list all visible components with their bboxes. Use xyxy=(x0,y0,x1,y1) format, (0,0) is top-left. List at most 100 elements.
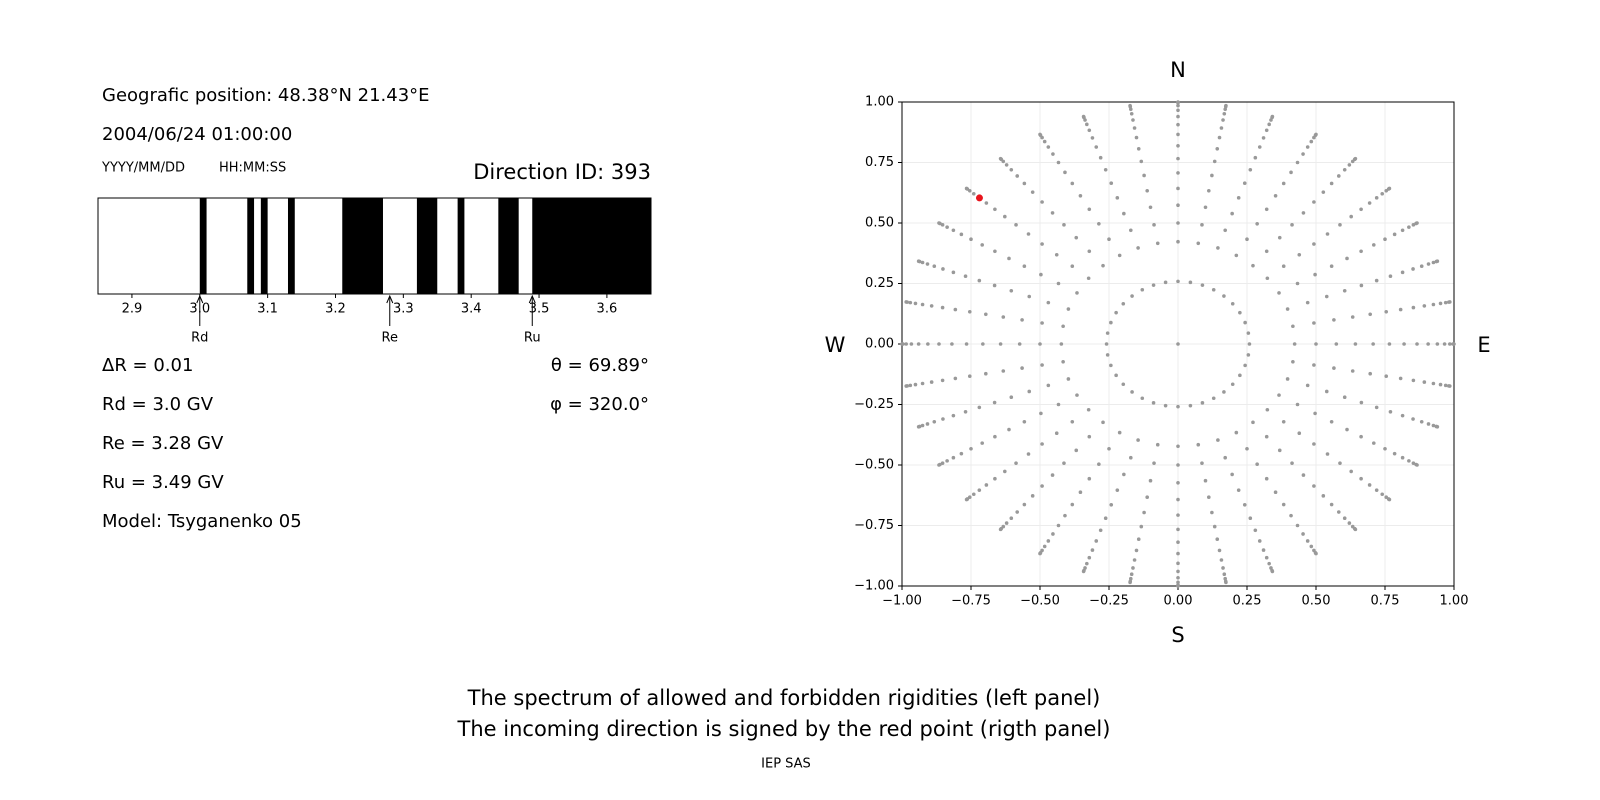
direction-point xyxy=(1325,452,1330,456)
direction-point xyxy=(1392,232,1397,237)
direction-point xyxy=(1374,196,1379,200)
arrow-head xyxy=(386,294,394,304)
direction-point xyxy=(1243,363,1247,368)
direction-point xyxy=(1176,551,1180,556)
direction-point xyxy=(1176,481,1180,485)
direction-point xyxy=(1129,572,1134,577)
direction-point xyxy=(1374,488,1379,492)
direction-point xyxy=(1121,301,1126,306)
direction-point xyxy=(1347,521,1352,525)
direction-point xyxy=(964,186,969,191)
direction-point xyxy=(951,455,956,460)
direction-point xyxy=(1431,260,1436,265)
direction-point xyxy=(1387,342,1392,346)
direction-point xyxy=(1022,181,1027,186)
direction-point xyxy=(1295,523,1300,528)
direction-point xyxy=(1224,103,1228,108)
direction-point xyxy=(1176,122,1180,127)
direction-point xyxy=(1314,551,1318,556)
direction-point xyxy=(1349,214,1353,219)
y-tick-label: −0.75 xyxy=(854,518,894,533)
direction-point xyxy=(920,260,925,265)
direction-point xyxy=(1251,263,1255,268)
forbidden-band xyxy=(532,198,651,294)
direction-point xyxy=(1223,576,1227,581)
direction-point xyxy=(908,383,913,388)
direction-point xyxy=(1219,126,1224,130)
info: Ru = 3.49 GV xyxy=(102,472,224,493)
direction-point xyxy=(1285,377,1290,381)
info: Rd = 3.0 GV xyxy=(102,394,214,415)
direction-point xyxy=(920,302,925,307)
direction-point xyxy=(1238,373,1242,378)
direction-point xyxy=(1038,551,1042,556)
direction-point xyxy=(1176,584,1180,588)
direction-point xyxy=(1094,539,1099,543)
direction-point xyxy=(1371,342,1375,346)
direction-point xyxy=(1332,318,1336,322)
direction-point xyxy=(1431,423,1436,428)
direction-point xyxy=(941,267,945,271)
direction-point xyxy=(1336,174,1341,178)
direction-point xyxy=(1075,393,1079,397)
direction-point xyxy=(1216,438,1220,442)
direction-point xyxy=(1176,569,1180,574)
direction-point xyxy=(1281,181,1286,186)
direction-point xyxy=(1321,190,1326,194)
direction-point xyxy=(1030,494,1035,498)
direction-point xyxy=(1176,221,1180,225)
direction-point xyxy=(1265,276,1270,281)
direction-point xyxy=(925,422,930,426)
x-tick-label: −0.25 xyxy=(1089,594,1129,609)
direction-point xyxy=(1353,156,1358,161)
direction-point xyxy=(1062,461,1066,465)
direction-point xyxy=(929,304,934,308)
direction-point xyxy=(1176,561,1180,566)
direction-point xyxy=(1329,264,1334,269)
direction-point xyxy=(1105,353,1110,357)
direction-point xyxy=(1046,539,1051,543)
forbidden-band xyxy=(247,198,255,294)
y-tick-label: 0.75 xyxy=(865,155,894,170)
direction-point xyxy=(992,283,997,288)
direction-point xyxy=(1223,107,1227,112)
direction-point xyxy=(1094,145,1099,149)
direction-point xyxy=(1314,342,1318,346)
y-tick-label: −0.25 xyxy=(854,397,894,412)
direction-point xyxy=(1109,503,1114,507)
direction-point xyxy=(1050,211,1055,215)
direction-point xyxy=(1277,235,1282,240)
x-tick-label: 3.4 xyxy=(461,302,482,317)
direction-point xyxy=(1350,315,1355,319)
direction-point xyxy=(1087,555,1092,560)
direction-point xyxy=(1155,241,1160,246)
direction-point xyxy=(945,225,949,229)
direction-point xyxy=(1176,404,1180,409)
direction-point xyxy=(1136,246,1140,250)
direction-point xyxy=(1122,472,1126,477)
direction-point xyxy=(1148,478,1153,483)
direction-point xyxy=(1001,315,1006,319)
direction-point xyxy=(1309,139,1314,144)
direction-point xyxy=(1142,510,1146,515)
direction-point xyxy=(1038,132,1042,137)
direction-point xyxy=(1267,122,1271,127)
direction-point xyxy=(1324,389,1329,394)
direction-point xyxy=(1374,405,1379,410)
direction-point xyxy=(967,310,972,314)
x-tick-label: −0.50 xyxy=(1020,594,1060,609)
direction-point xyxy=(1087,128,1092,133)
direction-point xyxy=(1261,548,1266,552)
direction-point xyxy=(1188,280,1193,285)
direction-point xyxy=(1139,159,1144,164)
direction-point xyxy=(964,342,969,346)
direction-point xyxy=(1056,160,1061,165)
direction-point xyxy=(1109,363,1113,368)
direction-point xyxy=(1345,427,1349,432)
direction-point xyxy=(1371,441,1376,445)
direction-point xyxy=(1297,252,1302,257)
y-tick-label: −1.00 xyxy=(854,579,894,594)
direction-point xyxy=(1329,502,1334,507)
direction-point xyxy=(1246,331,1251,335)
